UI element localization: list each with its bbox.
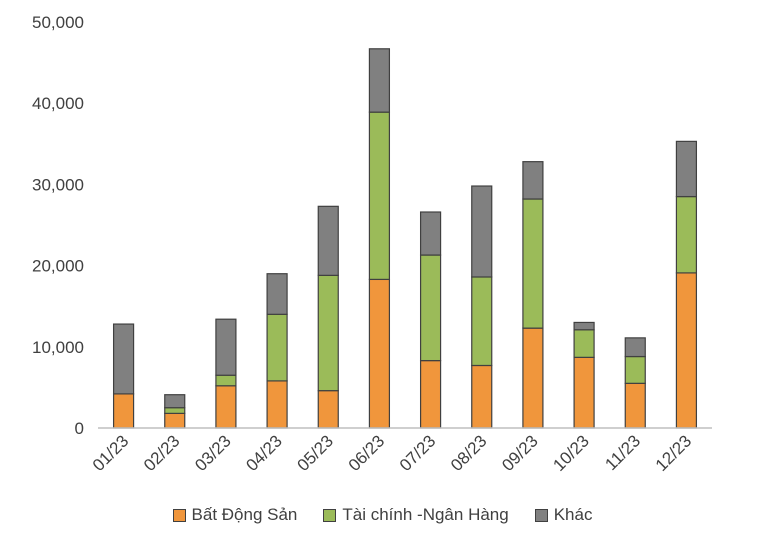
bar-segment-khac <box>317 205 339 276</box>
y-tick-label: 40,000 <box>32 94 84 113</box>
x-tick-label: 12/23 <box>652 431 696 475</box>
bar-segment-bat-dong-san <box>215 385 237 429</box>
bar-segment-tai-chinh-ngan-hang <box>675 195 698 274</box>
y-tick-label: 20,000 <box>32 257 84 276</box>
bar-segment-bat-dong-san <box>522 327 544 429</box>
bar-segment-bat-dong-san <box>675 272 698 429</box>
x-tick-label: 10/23 <box>549 431 593 475</box>
bar-segment-khac <box>573 321 595 331</box>
bar-segment-khac <box>419 211 442 256</box>
bar-segment-tai-chinh-ngan-hang <box>624 355 646 384</box>
bar-segment-khac <box>164 394 186 409</box>
x-tick-label: 08/23 <box>447 431 491 475</box>
legend-swatch-khac <box>534 508 548 522</box>
legend-swatch-tai-chinh-ngan-hang <box>323 508 337 522</box>
bar-segment-tai-chinh-ngan-hang <box>266 313 288 382</box>
x-tick-label: 05/23 <box>294 431 338 475</box>
bar-segment-bat-dong-san <box>266 380 288 429</box>
bar-segment-khac <box>215 318 237 376</box>
bar-segment-tai-chinh-ngan-hang <box>573 329 595 358</box>
bar-segment-khac <box>471 185 493 278</box>
bar-segment-bat-dong-san <box>624 382 646 429</box>
x-tick-label: 03/23 <box>191 431 235 475</box>
bar-segment-khac <box>112 323 135 395</box>
legend-label-khac: Khác <box>553 505 593 524</box>
legend-item-khac: Khác <box>534 505 593 525</box>
legend-item-bat-dong-san: Bất Động Sản <box>172 505 298 525</box>
legend-item-tai-chinh-ngan-hang: Tài chính -Ngân Hàng <box>323 505 509 525</box>
bar-segment-tai-chinh-ngan-hang <box>522 198 544 329</box>
x-tick-label: 01/23 <box>89 431 133 475</box>
y-tick-label: 50,000 <box>32 13 84 32</box>
bar-segment-bat-dong-san <box>112 393 135 429</box>
x-tick-label: 06/23 <box>345 431 389 475</box>
bar-segment-tai-chinh-ngan-hang <box>215 374 237 387</box>
bar-segment-bat-dong-san <box>368 278 391 429</box>
bar-segment-khac <box>368 48 391 113</box>
y-tick-label: 0 <box>75 419 84 438</box>
legend-label-bat-dong-san: Bất Động Sản <box>191 505 298 524</box>
bar-segment-bat-dong-san <box>317 390 339 429</box>
x-tick-label: 11/23 <box>601 431 644 474</box>
bar-segment-bat-dong-san <box>419 360 442 429</box>
y-tick-label: 30,000 <box>32 175 84 194</box>
legend-label-tai-chinh-ngan-hang: Tài chính -Ngân Hàng <box>342 505 509 524</box>
bar-segment-bat-dong-san <box>164 412 186 429</box>
x-tick-label: 02/23 <box>140 431 184 475</box>
bar-segment-khac <box>624 337 646 358</box>
bar-segment-khac <box>675 140 698 198</box>
bar-segment-tai-chinh-ngan-hang <box>368 111 391 281</box>
x-tick-label: 07/23 <box>396 431 440 475</box>
bar-segment-bat-dong-san <box>471 364 493 429</box>
legend-swatch-bat-dong-san <box>172 508 186 522</box>
y-tick-label: 10,000 <box>32 338 84 357</box>
bar-segment-tai-chinh-ngan-hang <box>471 276 493 367</box>
bar-segment-tai-chinh-ngan-hang <box>317 274 339 392</box>
x-tick-label: 09/23 <box>498 431 542 475</box>
x-tick-label: 04/23 <box>242 431 286 475</box>
legend: Bất Động Sản Tài chính -Ngân Hàng Khác <box>0 505 765 525</box>
bar-segment-khac <box>266 273 288 315</box>
bar-segment-bat-dong-san <box>573 356 595 429</box>
bar-segment-tai-chinh-ngan-hang <box>419 254 442 362</box>
bar-segment-khac <box>522 161 544 200</box>
bar-segment-tai-chinh-ngan-hang <box>164 407 186 414</box>
